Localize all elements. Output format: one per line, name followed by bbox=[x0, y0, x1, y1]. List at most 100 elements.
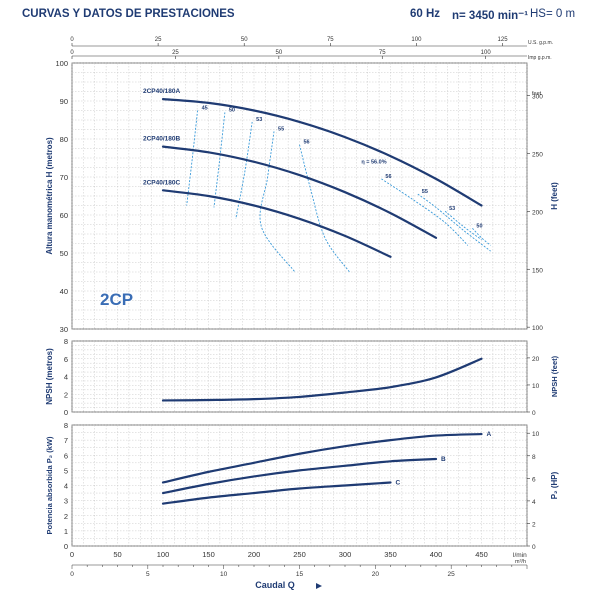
power-ytick-label: 2 bbox=[64, 512, 68, 521]
power-ytick-right-label: 2 bbox=[532, 521, 536, 528]
npsh-ytick-label: 4 bbox=[64, 373, 68, 382]
head-curve-label: 2CP40/180C bbox=[143, 179, 181, 186]
power-ytick-right-label: 4 bbox=[532, 499, 536, 506]
npsh-ytick-label: 6 bbox=[64, 355, 68, 364]
efficiency-value-label: 55 bbox=[422, 189, 428, 195]
power-ytick-label: 1 bbox=[64, 527, 68, 536]
gpm-tick-label: 0 bbox=[70, 37, 74, 43]
head-curve bbox=[161, 145, 438, 239]
power-ytick-label: 4 bbox=[64, 482, 68, 491]
head-curve bbox=[161, 189, 392, 258]
power-ylabel: Potencia absorbida P₂ (kW) bbox=[45, 436, 54, 534]
npsh-ytick-right-label: 10 bbox=[532, 383, 540, 390]
imp-tick-label: 75 bbox=[379, 50, 386, 56]
npsh-panel bbox=[71, 340, 528, 413]
head-curve bbox=[161, 98, 483, 207]
npsh-ylabel: NPSH (metros) bbox=[45, 348, 54, 405]
efficiency-value-label: 45 bbox=[202, 106, 208, 112]
efficiency-value-label: 53 bbox=[449, 206, 455, 212]
head-ylabel: Altura manométrica H (metros) bbox=[45, 137, 54, 255]
head-curve-label: 2CP40/180A bbox=[143, 88, 181, 95]
x-tick-label: 50 bbox=[113, 550, 121, 559]
efficiency-value-label: 50 bbox=[229, 107, 235, 113]
power-ytick-label: 6 bbox=[64, 451, 68, 460]
power-curve bbox=[161, 457, 438, 495]
head-ytick-right-label: 200 bbox=[532, 209, 543, 216]
x-tick-label: 250 bbox=[293, 550, 306, 559]
head-ytick-label: 30 bbox=[60, 325, 68, 334]
power-ylabel-right: P₂ (HP) bbox=[550, 471, 559, 499]
x-tick-label: 200 bbox=[248, 550, 261, 559]
imp-tick-label: 50 bbox=[275, 50, 282, 56]
x-tick-label: 150 bbox=[202, 550, 215, 559]
npsh-ytick-label: 2 bbox=[64, 390, 68, 399]
efficiency-line bbox=[186, 110, 199, 206]
head-ytick-right-label: 300 bbox=[532, 94, 543, 101]
npsh-ytick-label: 8 bbox=[64, 337, 68, 346]
head-ytick-right-label: 100 bbox=[532, 325, 543, 332]
efficiency-line bbox=[472, 227, 491, 246]
x-axis-label: Caudal Q bbox=[255, 580, 295, 590]
npsh-curve bbox=[161, 357, 483, 402]
efficiency-max-label: η = 56.0% bbox=[361, 160, 386, 166]
power-ytick-label: 5 bbox=[64, 466, 68, 475]
gpm-tick-label: 25 bbox=[155, 37, 162, 43]
model-title: 2CP bbox=[100, 290, 133, 309]
power-curve-label: C bbox=[396, 479, 401, 486]
x-tick-label: 350 bbox=[384, 550, 397, 559]
x-tick-label: 0 bbox=[70, 550, 74, 559]
efficiency-line bbox=[417, 193, 491, 252]
power-curve bbox=[161, 432, 483, 484]
head-ytick-label: 40 bbox=[60, 287, 68, 296]
suction-height-label: HS= 0 m bbox=[530, 8, 576, 20]
power-panel bbox=[71, 424, 528, 547]
x-axis-arrow-icon bbox=[316, 583, 322, 589]
efficiency-line bbox=[235, 121, 253, 219]
efficiency-value-label: 56 bbox=[304, 140, 310, 146]
efficiency-value-label: 50 bbox=[476, 223, 482, 229]
imp-tick-label: 0 bbox=[70, 50, 74, 56]
head-panel bbox=[71, 62, 528, 330]
head-curve-label: 2CP40/180B bbox=[143, 136, 181, 143]
x-tick-label: 400 bbox=[430, 550, 443, 559]
power-curve-label: B bbox=[441, 456, 446, 463]
m3h-unit: m³/h bbox=[515, 559, 526, 565]
power-ytick-right-label: 6 bbox=[532, 476, 536, 483]
head-right-unit: feet bbox=[532, 91, 542, 97]
gpm-unit: U.S. g.p.m. bbox=[528, 40, 553, 46]
imp-tick-label: 100 bbox=[481, 50, 492, 56]
m3h-tick-label: 0 bbox=[70, 571, 74, 578]
efficiency-line bbox=[444, 210, 482, 241]
efficiency-line bbox=[381, 178, 469, 246]
efficiency-value-label: 56 bbox=[385, 174, 391, 180]
m3h-tick-label: 20 bbox=[372, 571, 380, 578]
speed-label: n= 3450 min⁻¹ bbox=[452, 10, 529, 22]
power-ytick-right-label: 10 bbox=[532, 431, 540, 438]
gpm-tick-label: 125 bbox=[498, 37, 509, 43]
head-ytick-label: 70 bbox=[60, 173, 68, 182]
npsh-ytick-label: 0 bbox=[64, 408, 68, 417]
gpm-tick-label: 100 bbox=[411, 37, 422, 43]
efficiency-value-label: 53 bbox=[256, 117, 262, 123]
x-unit-label: l/min bbox=[513, 552, 527, 559]
gpm-tick-label: 50 bbox=[241, 37, 248, 43]
efficiency-line bbox=[299, 144, 350, 273]
power-curve bbox=[161, 481, 392, 505]
power-ytick-label: 3 bbox=[64, 497, 68, 506]
head-ytick-label: 50 bbox=[60, 249, 68, 258]
efficiency-value-label: 55 bbox=[278, 126, 284, 132]
npsh-ytick-right-label: 20 bbox=[532, 356, 540, 363]
npsh-ytick-right-label: 0 bbox=[532, 410, 536, 417]
head-ylabel-right: H (feet) bbox=[550, 182, 559, 210]
m3h-tick-label: 25 bbox=[448, 571, 456, 578]
x-tick-label: 450 bbox=[475, 550, 488, 559]
page-title: CURVAS Y DATOS DE PRESTACIONES bbox=[22, 8, 235, 20]
power-ytick-label: 7 bbox=[64, 436, 68, 445]
frequency-label: 60 Hz bbox=[410, 8, 441, 20]
imp-unit: Imp g.p.m. bbox=[528, 55, 552, 61]
power-ytick-right-label: 0 bbox=[532, 544, 536, 551]
efficiency-line bbox=[259, 131, 296, 273]
power-ytick-label: 0 bbox=[64, 542, 68, 551]
head-ytick-label: 60 bbox=[60, 211, 68, 220]
